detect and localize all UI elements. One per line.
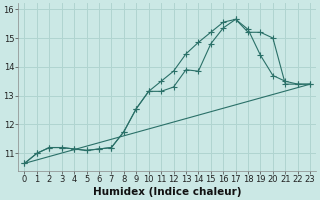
X-axis label: Humidex (Indice chaleur): Humidex (Indice chaleur) xyxy=(93,187,242,197)
